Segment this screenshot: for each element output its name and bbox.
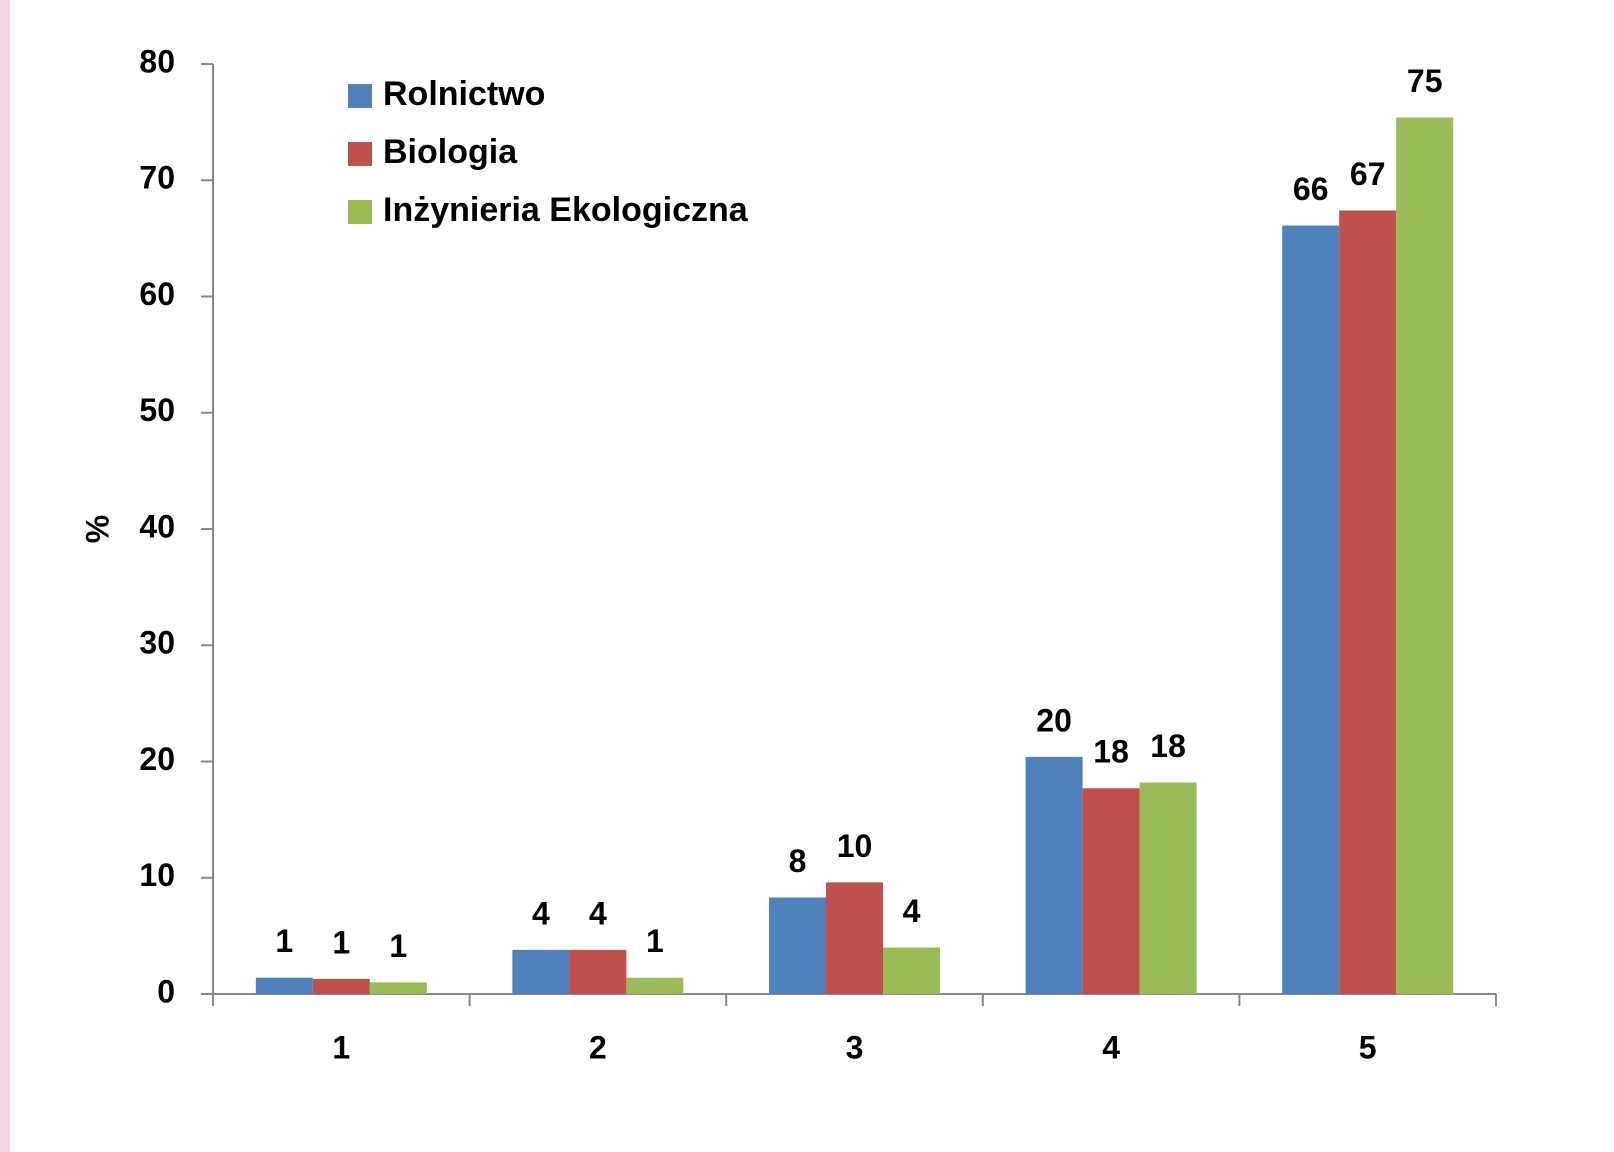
- bar: [255, 977, 313, 994]
- x-tick-label: 2: [589, 1029, 607, 1065]
- y-tick-label: 10: [139, 857, 175, 893]
- x-tick-label: 1: [332, 1029, 350, 1065]
- value-label: 1: [646, 923, 664, 959]
- bar: [569, 949, 627, 994]
- legend-swatch: [348, 142, 372, 166]
- bar: [312, 978, 370, 994]
- y-tick-label: 30: [139, 625, 175, 661]
- value-label: 10: [837, 828, 873, 864]
- value-label: 1: [389, 928, 407, 964]
- value-label: 4: [903, 893, 921, 929]
- legend-label: Biologia: [383, 133, 518, 171]
- bar: [626, 977, 684, 994]
- value-label: 66: [1293, 171, 1329, 207]
- value-label: 18: [1093, 734, 1129, 770]
- y-axis-label: %: [79, 515, 115, 543]
- x-tick-label: 5: [1359, 1029, 1377, 1065]
- value-label: 1: [332, 924, 350, 960]
- bar: [883, 947, 940, 994]
- y-tick-label: 50: [139, 392, 175, 428]
- y-tick-label: 80: [139, 43, 175, 79]
- legend-swatch: [348, 200, 372, 224]
- value-label: 4: [532, 895, 550, 931]
- bar: [1282, 225, 1340, 994]
- bar: [512, 949, 570, 994]
- bar: [369, 982, 427, 994]
- bar: [1339, 210, 1397, 995]
- x-tick-label: 4: [1102, 1029, 1120, 1065]
- y-tick-label: 70: [139, 160, 175, 196]
- y-tick-label: 0: [157, 973, 175, 1009]
- legend-label: Rolnictwo: [383, 75, 545, 113]
- legend-label: Inżynieria Ekologiczna: [383, 191, 749, 229]
- page-edge: [0, 0, 10, 1152]
- y-tick-label: 60: [139, 276, 175, 312]
- value-label: 18: [1150, 728, 1186, 764]
- bar: [826, 882, 883, 994]
- bar: [1139, 782, 1197, 994]
- x-tick-label: 3: [846, 1029, 864, 1065]
- y-tick-label: 20: [139, 741, 175, 777]
- value-label: 67: [1350, 156, 1386, 192]
- legend-swatch: [348, 84, 372, 108]
- bar: [1082, 788, 1140, 994]
- y-tick-label: 40: [139, 508, 175, 544]
- value-label: 75: [1407, 63, 1443, 99]
- value-label: 4: [589, 895, 607, 931]
- bar: [769, 897, 826, 994]
- value-label: 20: [1036, 702, 1072, 738]
- bar: [1396, 117, 1454, 995]
- bar: [1025, 756, 1083, 994]
- value-label: 1: [275, 923, 293, 959]
- value-label: 8: [789, 843, 807, 879]
